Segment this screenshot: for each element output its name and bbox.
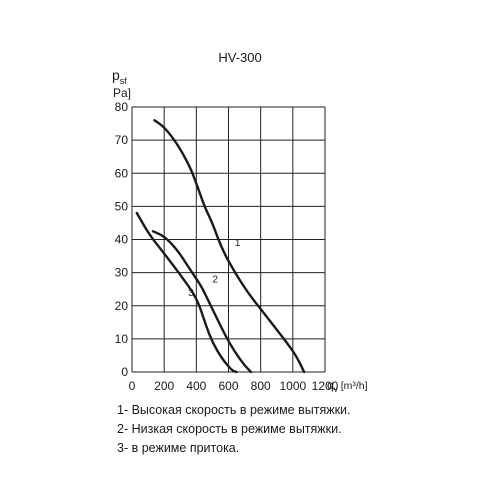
x-tick-5: 1000 [279, 379, 306, 393]
x-tick-4: 800 [251, 379, 271, 393]
x-unit-subscript: v [334, 385, 338, 394]
y-tick-8: 80 [115, 100, 129, 114]
x-tick-labels: 0 200 400 600 800 1000 1200 [129, 379, 339, 393]
x-tick-2: 400 [186, 379, 206, 393]
x-unit-rest: [m³/h] [341, 380, 368, 392]
x-axis-label: qv [m³/h] [327, 378, 368, 394]
curve-labels: 1 2 3 [188, 238, 241, 299]
svg-text:qv[m³/h]: qv [m³/h] [327, 378, 368, 394]
series-lines [135, 119, 306, 374]
y-axis-label: psf Pa] [112, 67, 131, 100]
x-unit-symbol: q [327, 378, 334, 392]
curve-label-3: 3 [188, 288, 194, 299]
x-tick-6: 1200 [312, 379, 339, 393]
chart-title: HV-300 [218, 50, 261, 65]
series-line-1 [153, 119, 306, 374]
svg-text:psf: psf [112, 67, 127, 86]
x-tick-0: 0 [129, 379, 136, 393]
y-tick-labels: 0 10 20 30 40 50 60 70 80 [115, 100, 129, 379]
y-unit-bracket: Pa] [113, 86, 131, 100]
y-tick-2: 20 [115, 299, 129, 313]
y-unit-subscript: sf [120, 76, 128, 86]
legend-item-2: 2- Низкая скорость в режиме вытяжки. [117, 422, 342, 436]
series-line-2 [151, 230, 253, 374]
x-tick-3: 600 [218, 379, 238, 393]
y-tick-1: 10 [115, 332, 129, 346]
legend-item-1: 1- Высокая скорость в режиме вытяжки. [117, 403, 351, 417]
grid [131, 106, 326, 373]
x-tick-1: 200 [154, 379, 174, 393]
y-tick-7: 70 [115, 133, 129, 147]
y-unit-symbol: p [112, 67, 120, 83]
y-tick-5: 50 [115, 199, 129, 213]
curve-label-2: 2 [212, 275, 218, 286]
y-tick-0: 0 [121, 365, 128, 379]
y-tick-3: 30 [115, 266, 129, 280]
curve-label-1: 1 [235, 238, 241, 249]
y-tick-4: 40 [115, 233, 129, 247]
legend-item-3: 3- в режиме притока. [117, 441, 240, 455]
legend: 1- Высокая скорость в режиме вытяжки. 2-… [117, 401, 351, 458]
y-tick-6: 60 [115, 166, 129, 180]
series-line-3 [135, 211, 238, 374]
